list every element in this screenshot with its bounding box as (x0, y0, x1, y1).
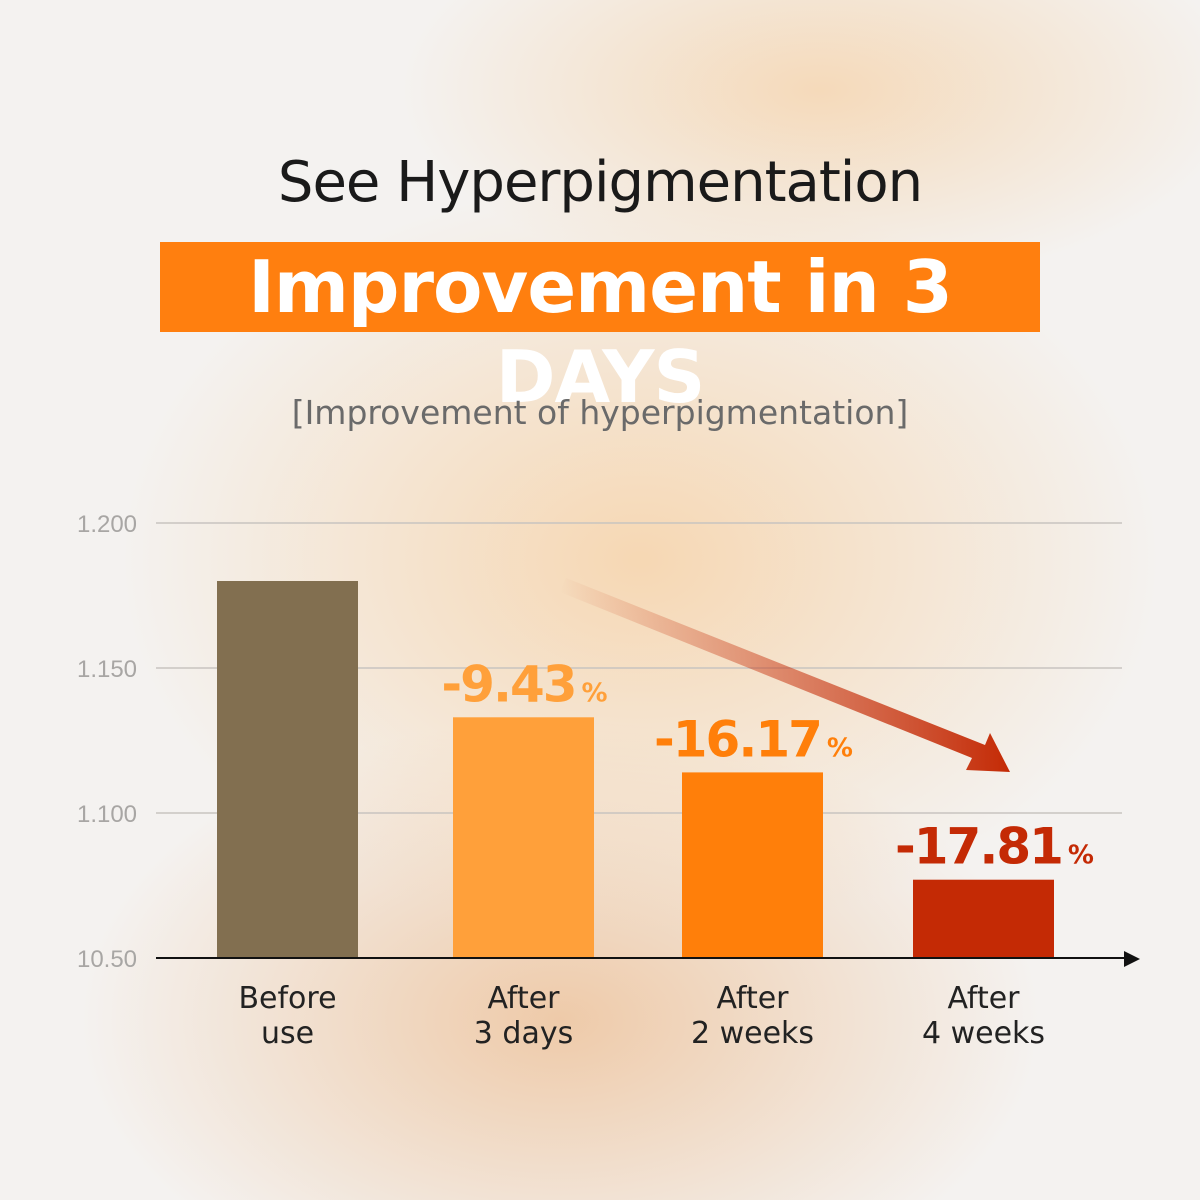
chart-title: [Improvement of hyperpigmentation] (291, 393, 909, 432)
data-label-unit: % (827, 733, 853, 763)
x-axis-arrowhead (1124, 951, 1140, 967)
page-title: See Hyperpigmentation (277, 150, 923, 215)
data-label-unit: % (582, 678, 608, 708)
x-category-label: After 4 weeks (921, 981, 1046, 1051)
y-tick-label: 10.50 (77, 946, 137, 973)
y-tick-label: 1.200 (77, 511, 137, 538)
data-label: -16.17% (654, 710, 853, 768)
data-label: -17.81% (895, 818, 1094, 876)
trend-arrow (560, 578, 1010, 772)
y-tick-label: 1.100 (77, 801, 137, 828)
x-category-label: After 3 days (473, 981, 574, 1051)
data-label-unit: % (1068, 841, 1094, 871)
highlight-banner: Improvement in 3 DAYS (160, 242, 1040, 419)
bar (453, 717, 594, 958)
data-label: -9.43% (441, 655, 607, 713)
bar (913, 879, 1054, 958)
bar (217, 581, 358, 958)
bar (682, 772, 823, 958)
x-category-label: Before use (238, 981, 337, 1051)
y-tick-label: 1.150 (77, 656, 137, 683)
x-category-label: After 2 weeks (690, 981, 815, 1051)
